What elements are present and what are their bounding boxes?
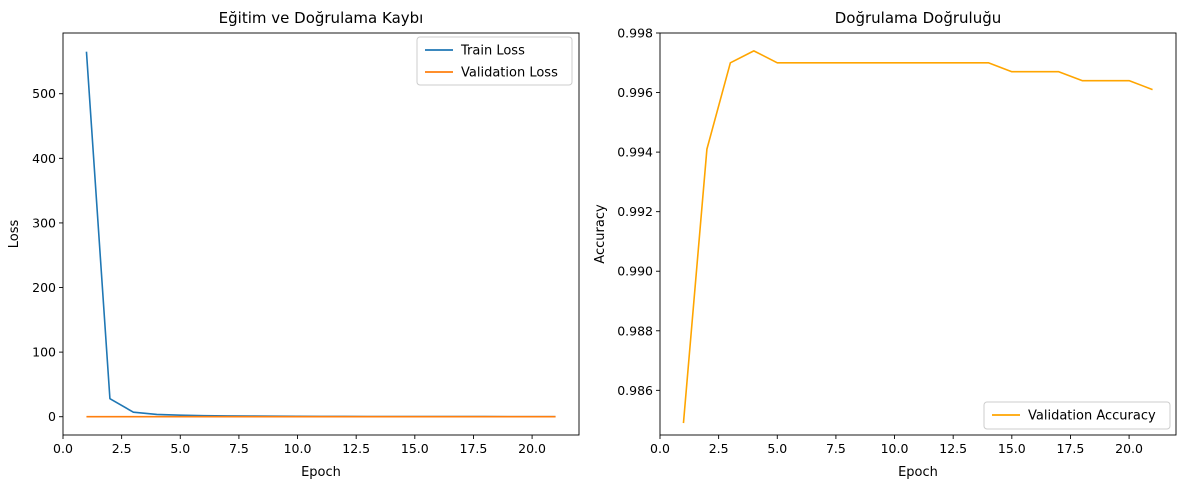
y-tick-label: 0.988 xyxy=(617,323,653,338)
y-tick-label: 200 xyxy=(32,280,56,295)
legend: Validation Accuracy xyxy=(983,401,1171,430)
legend-label: Validation Accuracy xyxy=(1028,409,1156,424)
y-tick-label: 0.994 xyxy=(617,145,653,160)
plot-frame xyxy=(62,32,580,436)
x-tick-label: 10.0 xyxy=(284,441,312,456)
legend-box xyxy=(983,401,1171,430)
y-axis-label: Loss xyxy=(7,220,22,249)
legend-label: Train Loss xyxy=(460,44,525,59)
y-tick-label: 0.990 xyxy=(617,264,653,279)
x-tick-label: 15.0 xyxy=(998,441,1026,456)
x-tick-label: 17.5 xyxy=(460,441,488,456)
y-tick-label: 100 xyxy=(32,345,56,360)
legend-label: Validation Loss xyxy=(461,66,558,81)
x-tick-label: 10.0 xyxy=(881,441,909,456)
y-axis-label: Accuracy xyxy=(593,204,608,264)
x-tick-label: 2.5 xyxy=(112,441,132,456)
x-tick-label: 5.0 xyxy=(170,441,190,456)
x-tick-label: 5.0 xyxy=(767,441,787,456)
y-tick-label: 500 xyxy=(32,86,56,101)
chart-panel-2: 0.0 2.5 5.0 7.5 10.0 12.5 15.0 17.5 20.0 0.986 0.9… xyxy=(593,9,1177,480)
y-tick-label: 0.996 xyxy=(617,85,653,100)
x-tick-label: 12.5 xyxy=(342,441,370,456)
y-tick-label: 0 xyxy=(48,409,56,424)
x-tick-label: 20.0 xyxy=(518,441,546,456)
chart-title: Eğitim ve Doğrulama Kaybı xyxy=(219,9,424,27)
x-tick-label: 0.0 xyxy=(650,441,670,456)
x-tick-label: 20.0 xyxy=(1115,441,1143,456)
chart-title: Doğrulama Doğruluğu xyxy=(835,9,1001,27)
x-axis-label: Epoch xyxy=(301,465,341,480)
y-tick-label: 0.986 xyxy=(617,383,653,398)
x-tick-label: 7.5 xyxy=(826,441,846,456)
legend-box xyxy=(416,36,573,86)
plot-frame xyxy=(659,32,1177,436)
x-tick-label: 7.5 xyxy=(229,441,249,456)
chart-panel-1: 0.0 2.5 5.0 7.5 10.0 12.5 15.0 17.5 20.0 0 100 200 3… xyxy=(7,9,580,480)
legend: Train Loss Validation Loss xyxy=(416,36,573,86)
x-tick-label: 2.5 xyxy=(709,441,729,456)
y-tick-label: 0.992 xyxy=(617,204,653,219)
x-tick-label: 0.0 xyxy=(53,441,73,456)
x-tick-label: 15.0 xyxy=(401,441,429,456)
y-tick-label: 300 xyxy=(32,215,56,230)
y-tick-label: 0.998 xyxy=(617,26,653,41)
x-tick-label: 12.5 xyxy=(939,441,967,456)
x-tick-label: 17.5 xyxy=(1057,441,1085,456)
series-line-validation-accuracy xyxy=(682,50,1153,424)
y-tick-label: 400 xyxy=(32,151,56,166)
x-axis-label: Epoch xyxy=(898,465,938,480)
series-line-train-loss xyxy=(85,51,556,418)
